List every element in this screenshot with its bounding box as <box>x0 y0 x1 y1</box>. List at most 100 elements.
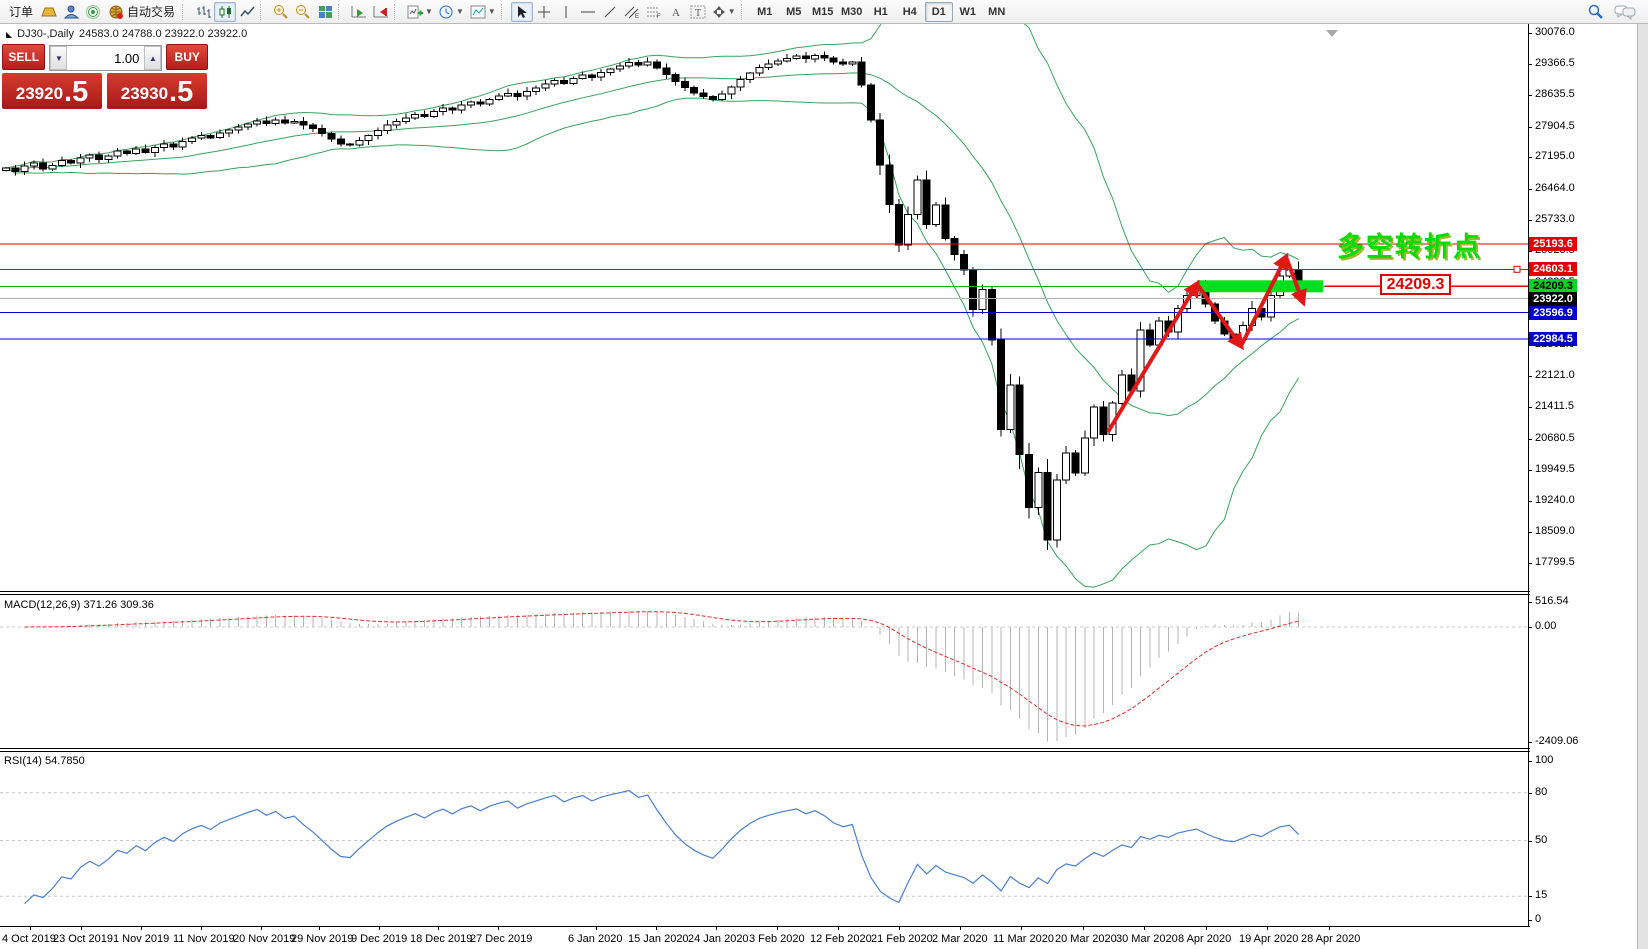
buy-price-button[interactable]: 23930 .5 <box>107 73 207 109</box>
tick-mark <box>1528 407 1532 408</box>
auto-trading-button[interactable]: 自动交易 <box>104 2 180 22</box>
price-level-label: 22984.5 <box>1529 332 1577 346</box>
tick-mark <box>1206 927 1207 930</box>
date-label: 29 Nov 2019 <box>291 933 354 945</box>
tick-mark <box>1528 439 1532 440</box>
gold-ingot-icon[interactable] <box>38 2 60 22</box>
tick-mark <box>1528 841 1532 842</box>
tick-mark <box>1083 927 1084 930</box>
date-label: 11 Mar 2020 <box>993 933 1054 945</box>
tick-mark <box>1528 501 1532 502</box>
text-label-tool[interactable]: T <box>687 2 709 22</box>
timeframe-d1[interactable]: D1 <box>924 1 953 22</box>
horizontal-line-tool[interactable] <box>577 2 599 22</box>
main-chart-svg <box>0 24 1528 588</box>
date-axis[interactable]: 4 Oct 2019 23 Oct 2019 1 Nov 2019 11 Nov 20… <box>0 926 1530 949</box>
tick-mark <box>1528 376 1532 377</box>
account-icon[interactable] <box>60 2 82 22</box>
chart-title: ◣ DJ30-,Daily 24583.0 24788.0 23922.0 23… <box>6 28 247 40</box>
panel-divider[interactable] <box>0 748 1530 752</box>
tile-windows-icon[interactable] <box>314 2 336 22</box>
tick-mark <box>1528 532 1532 533</box>
price-tag-label[interactable]: 24209.3 <box>1380 274 1451 295</box>
tick-mark <box>1144 927 1145 930</box>
trendline-tool[interactable] <box>599 2 621 22</box>
new-chart-button[interactable]: ▼ <box>404 2 436 22</box>
cursor-tool[interactable] <box>510 1 533 22</box>
tick-mark <box>261 927 262 930</box>
price-tick: 22121.0 <box>1535 369 1575 381</box>
sell-price-button[interactable]: 23920 .5 <box>2 73 102 109</box>
timeframe-h4[interactable]: H4 <box>902 5 917 18</box>
volume-field[interactable]: 1.00 <box>114 50 140 66</box>
signal-icon[interactable] <box>82 2 104 22</box>
zigzag-arrows[interactable] <box>1106 252 1307 434</box>
search-icon[interactable] <box>1587 4 1604 20</box>
buy-button[interactable]: BUY <box>166 44 208 70</box>
chart-window: ◣ DJ30-,Daily 24583.0 24788.0 23922.0 23… <box>0 24 1648 949</box>
tick-mark <box>319 927 320 930</box>
timeframe-m15[interactable]: M15 <box>812 5 834 18</box>
chart-template-button[interactable]: ▼ <box>467 2 499 22</box>
text-tool[interactable]: A <box>665 2 687 22</box>
timeframe-mn[interactable]: MN <box>988 5 1006 18</box>
tick-mark <box>777 927 778 930</box>
price-tick: 18509.0 <box>1535 525 1575 537</box>
timeframe-m30[interactable]: M30 <box>841 5 863 18</box>
sell-button[interactable]: SELL <box>2 44 46 70</box>
chat-icon[interactable] <box>1614 4 1636 20</box>
timeframe-h1[interactable]: H1 <box>873 5 888 18</box>
candlestick-series <box>2 51 1303 550</box>
price-tick: 80 <box>1535 786 1548 798</box>
sell-price-main: 23920 <box>15 84 64 103</box>
zoom-out-icon[interactable] <box>292 2 314 22</box>
channel-tool[interactable]: E <box>621 2 643 22</box>
volume-increase-button[interactable]: ▲ <box>144 46 162 70</box>
candlestick-chart-icon[interactable] <box>214 1 237 22</box>
crosshair-tool[interactable] <box>533 2 555 22</box>
tick-mark <box>30 927 31 930</box>
tick-mark <box>201 927 202 930</box>
tick-mark <box>1528 920 1532 921</box>
tick-mark <box>1528 127 1532 128</box>
period-dropdown-button[interactable]: ▼ <box>436 2 467 22</box>
tick-mark <box>1528 470 1532 471</box>
tick-mark <box>1528 33 1532 34</box>
chart-shift-marker[interactable] <box>1326 30 1338 37</box>
line-selection-handle[interactable] <box>1513 265 1521 273</box>
tick-mark <box>1329 927 1330 930</box>
arrows-tool[interactable]: ▼ <box>709 2 739 22</box>
tick-mark <box>1528 761 1532 762</box>
macd-signal-line <box>24 611 1299 727</box>
tick-mark <box>1528 251 1532 252</box>
new-order-button[interactable]: 订单 <box>4 2 38 22</box>
date-label: 19 Apr 2020 <box>1239 933 1299 945</box>
timeframe-w1[interactable]: W1 <box>959 5 976 18</box>
rsi-label: RSI(14) 54.7850 <box>4 755 85 767</box>
tick-mark <box>838 927 839 930</box>
date-label: 27 Dec 2019 <box>470 933 533 945</box>
bar-chart-icon[interactable] <box>192 2 214 22</box>
macd-panel-svg <box>0 610 1528 742</box>
auto-scroll-icon[interactable] <box>348 2 370 22</box>
tick-mark <box>1528 627 1532 628</box>
price-tick: 516.54 <box>1535 595 1569 607</box>
highlight-bar[interactable] <box>1197 280 1323 293</box>
zoom-in-icon[interactable] <box>270 2 292 22</box>
price-axis[interactable]: 30076.0 29366.5 28635.5 27904.5 27195.0 26464… <box>1528 24 1638 926</box>
bollinger-bands <box>5 24 1300 588</box>
timeframe-m5[interactable]: M5 <box>786 5 802 18</box>
fibonacci-tool[interactable]: F <box>643 2 665 22</box>
bollinger-upper <box>5 24 1299 293</box>
turning-point-annotation[interactable]: 多空转折点 <box>1337 232 1482 262</box>
volume-decrease-button[interactable]: ▼ <box>50 46 68 70</box>
toolbar-right <box>1587 4 1644 20</box>
tick-mark <box>1528 189 1532 190</box>
panel-divider[interactable] <box>0 591 1530 595</box>
timeframe-m1[interactable]: M1 <box>757 5 773 18</box>
rsi-panel-svg <box>0 789 1528 905</box>
vertical-line-tool[interactable] <box>555 2 577 22</box>
chart-shift-icon[interactable] <box>370 2 392 22</box>
line-chart-icon[interactable] <box>236 2 258 22</box>
price-tick: 17799.5 <box>1535 556 1575 568</box>
